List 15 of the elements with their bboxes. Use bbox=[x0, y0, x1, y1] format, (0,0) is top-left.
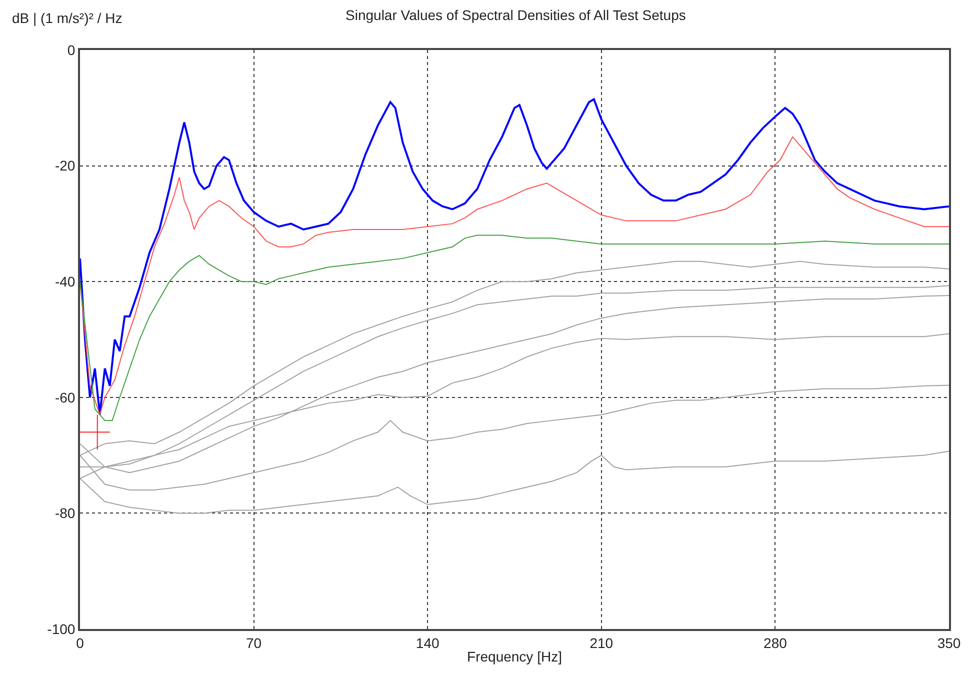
y-tick-label: -80 bbox=[54, 505, 76, 522]
x-axis-title: Frequency [Hz] bbox=[467, 648, 562, 665]
y-tick-label: -20 bbox=[54, 158, 76, 174]
chart-title: Singular Values of Spectral Densities of All Test Setups bbox=[346, 6, 686, 23]
y-tick-label: -60 bbox=[54, 389, 76, 406]
x-tick-label: 350 bbox=[937, 634, 961, 651]
x-tick-label: 210 bbox=[590, 634, 614, 651]
x-tick-label: 280 bbox=[764, 634, 788, 651]
y-tick-label: -100 bbox=[47, 620, 76, 637]
line-series bbox=[80, 234, 949, 422]
x-tick-label: 70 bbox=[246, 634, 262, 651]
y-tick-label: -40 bbox=[54, 274, 76, 290]
y-axis-title: dB | (1 m/s²)² / Hz bbox=[12, 10, 122, 26]
y-tick-label: 0 bbox=[67, 42, 76, 58]
x-tick-label: 140 bbox=[416, 634, 440, 651]
